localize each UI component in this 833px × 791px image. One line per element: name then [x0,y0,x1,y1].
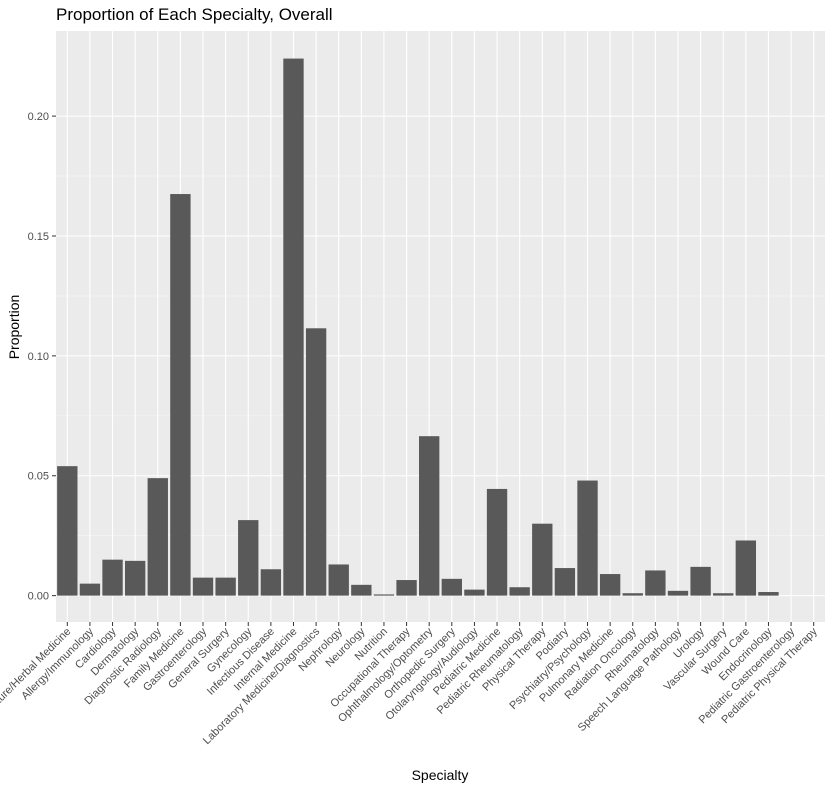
bar [170,194,191,596]
bar [328,564,349,596]
bar [283,58,304,596]
bar [441,578,462,596]
bar [79,583,101,596]
bar [305,328,327,596]
bar [102,559,123,596]
bar [260,569,282,596]
bar [396,580,417,596]
bar [622,593,643,596]
bar [667,590,689,596]
bar [192,577,214,596]
x-axis-title: Specialty [412,767,469,783]
bars [57,58,779,596]
y-axis-title: Proportion [6,295,22,360]
bar [238,520,259,596]
bar [690,566,711,596]
bar [735,540,757,596]
bar [509,587,530,596]
bar [486,488,508,596]
y-tick-label: 0.20 [28,111,49,123]
bar [599,574,621,596]
bar [758,592,779,596]
y-axis: 0.00 0.05 0.10 0.15 0.20 [28,111,56,603]
bar [464,589,485,596]
y-tick-label: 0.10 [28,351,49,363]
bar [554,568,576,596]
bar [419,436,440,596]
bar [577,480,598,596]
bar [373,594,395,596]
y-tick-label: 0.05 [28,471,49,483]
y-tick-label: 0.15 [28,231,49,243]
bar [147,478,168,596]
gridlines [56,31,825,622]
bar [215,577,236,596]
bar [57,466,78,596]
y-tick-label: 0.00 [28,591,49,603]
bar [645,570,666,596]
bar [124,560,146,596]
bar [713,593,734,596]
chart-title: Proportion of Each Specialty, Overall [56,5,333,24]
x-axis: Acupuncture/Herbal MedicineAllergy/Immun… [0,622,820,747]
bar [532,523,553,596]
bar [351,584,372,596]
